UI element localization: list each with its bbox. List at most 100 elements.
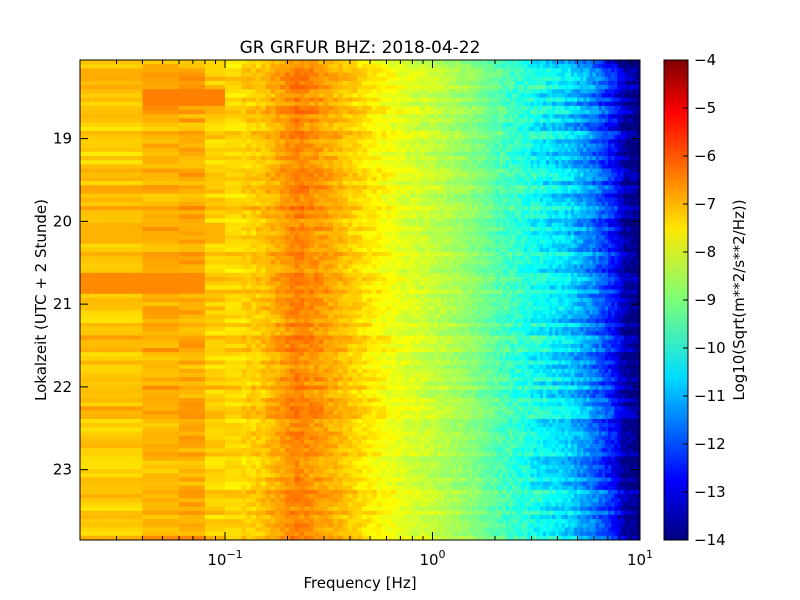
heatmap-cell [342, 218, 349, 224]
heatmap-cell [521, 235, 525, 241]
heatmap-cell [617, 231, 622, 236]
heatmap-cell [614, 231, 618, 236]
heatmap-cell [487, 118, 491, 124]
heatmap-cell [260, 143, 267, 149]
heatmap-cell [440, 222, 445, 228]
heatmap-cell [446, 101, 451, 107]
heatmap-cell [284, 122, 291, 128]
heatmap-cell [552, 147, 556, 153]
heatmap-cell [527, 89, 532, 94]
heatmap-cell [440, 231, 445, 236]
heatmap-cell [561, 105, 566, 111]
heatmap-cell [608, 181, 612, 186]
heatmap-cell [595, 139, 600, 145]
heatmap-cell [511, 185, 516, 190]
heatmap-cell [424, 85, 431, 90]
heatmap-cell [561, 93, 566, 99]
heatmap-cell [536, 64, 541, 69]
heatmap-cell [530, 201, 535, 207]
heatmap-cell [299, 151, 305, 157]
heatmap-cell [505, 201, 510, 207]
heatmap-cell [333, 243, 339, 249]
heatmap-cell [405, 185, 411, 190]
heatmap-cell [484, 239, 488, 245]
heatmap-cell [471, 60, 476, 65]
heatmap-cell [589, 114, 594, 120]
heatmap-cell [424, 68, 431, 74]
heatmap-cell [567, 218, 572, 224]
heatmap-cell [381, 126, 387, 132]
heatmap-cell [493, 105, 498, 111]
heatmap-cell [468, 76, 473, 82]
heatmap-cell [635, 139, 640, 145]
heatmap-cell [294, 64, 300, 69]
heatmap-cell [511, 231, 516, 236]
heatmap-cell [313, 85, 320, 90]
heatmap-cell [499, 168, 504, 174]
heatmap-cell [595, 118, 600, 124]
heatmap-cell [542, 139, 547, 145]
heatmap-cell [573, 64, 578, 69]
heatmap-cell [533, 68, 538, 74]
heatmap-cell [555, 164, 560, 170]
heatmap-cell [400, 143, 407, 149]
heatmap-cell [275, 160, 281, 165]
heatmap-cell [508, 110, 513, 115]
heatmap-cell [459, 143, 463, 149]
heatmap-cell [294, 156, 300, 161]
heatmap-cell [434, 218, 439, 224]
heatmap-cell [577, 197, 581, 203]
heatmap-cell [542, 76, 547, 82]
heatmap-cell [424, 206, 431, 211]
heatmap-cell [570, 176, 575, 182]
heatmap-cell [255, 64, 262, 69]
heatmap-cell [410, 105, 416, 111]
heatmap-cell [583, 60, 587, 65]
heatmap-cell [480, 222, 485, 228]
heatmap-cell [608, 85, 612, 90]
heatmap-cell [533, 197, 538, 203]
heatmap-cell [270, 68, 276, 74]
heatmap-cell [496, 231, 501, 236]
heatmap-cell [446, 110, 451, 115]
heatmap-cell [299, 164, 305, 170]
heatmap-cell [589, 80, 594, 86]
heatmap-cell [567, 231, 572, 236]
heatmap-cell [270, 147, 276, 153]
heatmap-cell [323, 93, 329, 99]
heatmap-cell [608, 118, 612, 124]
heatmap-cell [542, 151, 547, 157]
heatmap-cell [505, 101, 510, 107]
heatmap-cell [241, 181, 247, 186]
heatmap-cell [474, 105, 479, 111]
heatmap-cell [225, 222, 243, 228]
heatmap-cell [376, 143, 382, 149]
heatmap-cell [299, 80, 305, 86]
heatmap-cell [323, 168, 329, 174]
heatmap-cell [362, 210, 368, 216]
heatmap-cell [357, 226, 363, 232]
heatmap-cell [299, 143, 305, 149]
heatmap-cell [289, 68, 296, 74]
heatmap-cell [246, 164, 252, 170]
heatmap-cell [577, 101, 581, 107]
heatmap-cell [434, 93, 439, 99]
heatmap-cell [608, 218, 612, 224]
heatmap-cell [415, 101, 421, 107]
heatmap-cell [549, 72, 553, 78]
heatmap-cell [586, 68, 591, 74]
heatmap-cell [333, 64, 339, 69]
heatmap-cell [617, 89, 622, 94]
heatmap-cell [265, 156, 271, 161]
heatmap-cell [508, 89, 513, 94]
heatmap-cell [508, 226, 513, 232]
heatmap-cell [280, 197, 286, 203]
heatmap-cell [586, 226, 591, 232]
heatmap-cell [371, 64, 378, 69]
heatmap-cell [142, 201, 180, 207]
heatmap-cell [480, 143, 485, 149]
heatmap-cell [456, 197, 460, 203]
heatmap-cell [604, 89, 609, 94]
heatmap-cell [614, 126, 618, 132]
heatmap-cell [362, 218, 368, 224]
